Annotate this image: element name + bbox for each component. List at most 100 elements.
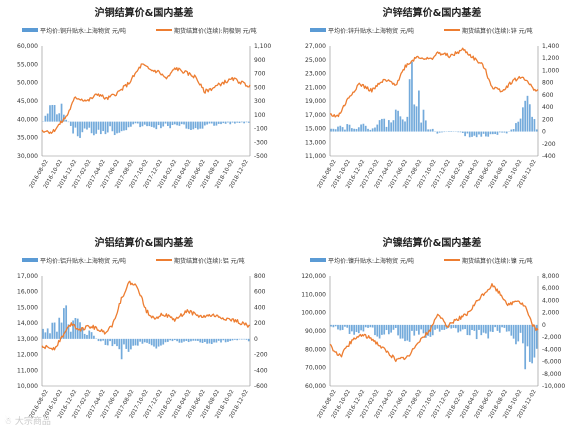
y-left-tick-label: 14,000 [17, 320, 38, 327]
y-left-tick-label: 21,000 [305, 84, 326, 91]
y-right-tick-label: -8,000 [542, 371, 562, 378]
y-right-tick-label: -500 [254, 153, 268, 160]
basis-bar [72, 121, 74, 134]
y-right-tick-label: 6,000 [542, 285, 559, 292]
basis-bar [355, 324, 358, 332]
basis-bar [387, 120, 390, 132]
basis-bar [127, 338, 130, 352]
basis-bar [143, 121, 146, 125]
basis-bar [371, 128, 374, 132]
basis-bar [332, 324, 335, 328]
basis-bar [480, 324, 483, 336]
basis-bar [473, 324, 476, 331]
y-right-tick-label: -200 [542, 141, 556, 148]
y-left-tick-label: 19,000 [305, 98, 326, 105]
y-left-tick-label: 70,000 [305, 365, 326, 372]
basis-bar [491, 324, 494, 332]
basis-bar [146, 338, 148, 343]
basis-bar [180, 121, 183, 125]
basis-bar [224, 338, 227, 343]
basis-bar [468, 131, 471, 138]
basis-bar [404, 121, 406, 132]
basis-bar [187, 121, 190, 130]
basis-bar [367, 128, 369, 132]
basis-bar [53, 105, 56, 122]
basis-bar [457, 131, 460, 133]
basis-bar [339, 125, 342, 132]
chart-title: 沪铜结算价&国内基差 [95, 6, 194, 19]
basis-bar [164, 338, 167, 343]
y-right-tick-label: 2,000 [542, 310, 559, 317]
basis-bar [424, 324, 427, 338]
basis-bar [517, 121, 520, 132]
y-left-tick-label: 120,000 [301, 273, 326, 280]
basis-bar [512, 129, 515, 132]
legend-label-bar: 平均价:镍升贴水:上海物贸 元/吨 [328, 257, 414, 265]
basis-bar [533, 119, 536, 132]
basis-bar [127, 121, 130, 128]
basis-bar [475, 131, 478, 138]
basis-bar [397, 324, 399, 336]
basis-bar [79, 121, 81, 138]
basis-bar [217, 338, 220, 341]
basis-bar [125, 338, 128, 349]
settlement-price-line [41, 63, 251, 135]
y-left-tick-label: 11,000 [305, 153, 326, 160]
basis-bar [348, 324, 351, 334]
basis-bar [67, 121, 70, 123]
basis-bar [522, 107, 524, 132]
basis-bars [42, 103, 250, 138]
basis-bar [187, 338, 190, 343]
basis-bar [240, 338, 243, 340]
basis-bar [213, 338, 215, 343]
basis-bar [65, 305, 68, 339]
basis-bar [245, 338, 248, 340]
basis-bar [106, 338, 109, 346]
basis-bar [49, 105, 51, 122]
basis-bar [376, 324, 379, 337]
basis-bar [95, 121, 98, 134]
basis-bar [58, 317, 61, 339]
basis-bar [360, 124, 362, 132]
basis-bar [510, 129, 513, 132]
y-right-tick-label: 600 [254, 289, 266, 296]
basis-bar [190, 121, 192, 130]
legend-swatch-bar [22, 28, 38, 32]
basis-bar [169, 121, 172, 129]
basis-bar [58, 113, 61, 122]
basis-bar [130, 121, 132, 127]
basis-bar [478, 324, 480, 330]
basis-bar [408, 79, 411, 132]
basis-bar [220, 338, 222, 343]
basis-bar [485, 324, 487, 334]
basis-bar [208, 338, 211, 344]
basis-bar [330, 324, 332, 327]
y-left-tick-label: 13,000 [305, 139, 326, 146]
basis-bar [364, 125, 367, 132]
basis-bar [367, 324, 369, 328]
legend-label-bar: 平均价:铝升贴水:上海物贸 元/吨 [40, 257, 126, 265]
basis-bar [429, 129, 432, 132]
basis-bar [334, 129, 337, 132]
basis-bar [519, 324, 522, 333]
y-left-tick-label: 13,000 [17, 336, 38, 343]
basis-bar [42, 328, 44, 339]
basis-bar [394, 109, 397, 132]
basis-bar [487, 131, 490, 137]
basis-bar [143, 338, 146, 343]
y-left-tick-label: 16,000 [17, 289, 38, 296]
basis-bar [51, 322, 54, 339]
basis-bar [431, 324, 434, 336]
basis-bar [390, 122, 392, 132]
basis-bar [494, 324, 496, 328]
basis-bar [519, 118, 522, 132]
basis-bar [337, 324, 339, 330]
basis-bar [415, 106, 418, 132]
y-left-tick-label: 45,000 [17, 98, 38, 105]
basis-bar [67, 324, 70, 339]
y-left-tick-label: 40,000 [17, 116, 38, 123]
basis-bar [461, 131, 464, 133]
basis-bar [229, 121, 232, 125]
